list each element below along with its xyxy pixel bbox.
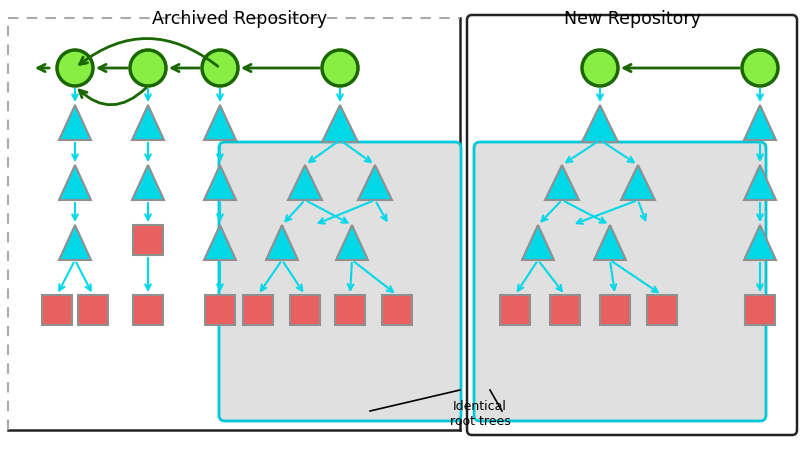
FancyBboxPatch shape [467,15,797,435]
Bar [78,295,108,325]
Bar [745,295,775,325]
Circle shape [57,50,93,86]
Circle shape [202,50,238,86]
Bar [647,295,677,325]
Polygon shape [59,165,91,200]
Text: Identical
root trees: Identical root trees [450,400,510,428]
Polygon shape [266,225,298,260]
Bar [205,295,235,325]
Circle shape [582,50,618,86]
Polygon shape [59,225,91,260]
Bar [335,295,365,325]
FancyBboxPatch shape [474,142,766,421]
Bar [500,295,530,325]
Polygon shape [322,105,358,142]
Bar [133,295,163,325]
Bar [290,295,320,325]
Polygon shape [621,165,655,200]
Polygon shape [358,165,392,200]
Bar [600,295,630,325]
Polygon shape [744,225,776,260]
Bar [133,225,163,255]
Polygon shape [204,105,236,140]
Bar [42,295,72,325]
Polygon shape [204,165,236,200]
Polygon shape [744,165,776,200]
Bar [550,295,580,325]
Circle shape [742,50,778,86]
Text: Archived Repository: Archived Repository [153,10,327,28]
Polygon shape [132,165,164,200]
Polygon shape [545,165,579,200]
Polygon shape [288,165,322,200]
Polygon shape [594,225,626,260]
Polygon shape [59,105,91,140]
FancyBboxPatch shape [219,142,461,421]
Polygon shape [522,225,554,260]
Circle shape [130,50,166,86]
Bar [243,295,273,325]
Circle shape [322,50,358,86]
Polygon shape [132,105,164,140]
Polygon shape [582,105,618,142]
Bar [382,295,412,325]
Polygon shape [204,225,236,260]
Polygon shape [744,105,776,140]
Text: New Repository: New Repository [563,10,701,28]
Polygon shape [336,225,368,260]
